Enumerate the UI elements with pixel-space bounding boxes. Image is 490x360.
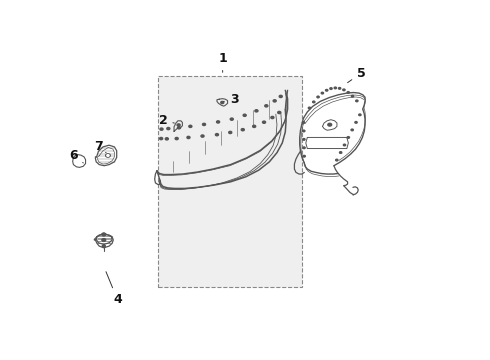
Circle shape	[165, 138, 169, 140]
Circle shape	[303, 156, 305, 157]
Circle shape	[303, 139, 305, 140]
Circle shape	[356, 100, 358, 102]
Text: 5: 5	[347, 67, 366, 83]
Circle shape	[220, 102, 224, 104]
Circle shape	[102, 233, 106, 236]
Circle shape	[229, 131, 232, 134]
Circle shape	[187, 136, 190, 139]
Circle shape	[328, 123, 332, 126]
Circle shape	[241, 129, 245, 131]
Circle shape	[263, 121, 266, 123]
Circle shape	[102, 239, 106, 242]
Circle shape	[216, 134, 219, 136]
Bar	[158, 76, 302, 287]
Circle shape	[265, 105, 268, 107]
Circle shape	[317, 96, 319, 98]
Circle shape	[255, 110, 258, 112]
Circle shape	[355, 122, 357, 123]
Circle shape	[308, 107, 311, 109]
Circle shape	[336, 159, 338, 161]
Circle shape	[351, 129, 353, 131]
Circle shape	[321, 92, 323, 94]
Circle shape	[102, 245, 105, 247]
Circle shape	[243, 114, 246, 116]
Circle shape	[177, 127, 180, 129]
Circle shape	[334, 87, 337, 89]
Circle shape	[160, 138, 163, 140]
Circle shape	[330, 88, 332, 89]
Circle shape	[175, 138, 178, 140]
Circle shape	[106, 154, 110, 157]
Text: 6: 6	[69, 149, 83, 163]
Circle shape	[271, 116, 274, 118]
Circle shape	[202, 123, 206, 126]
Circle shape	[302, 122, 305, 123]
Circle shape	[343, 144, 345, 146]
Circle shape	[303, 147, 305, 149]
Circle shape	[343, 89, 345, 91]
Circle shape	[278, 111, 281, 114]
Circle shape	[347, 136, 349, 138]
Text: 7: 7	[94, 140, 106, 153]
Circle shape	[351, 95, 354, 97]
Circle shape	[313, 101, 315, 103]
Circle shape	[359, 114, 361, 116]
Circle shape	[230, 118, 233, 120]
Circle shape	[273, 100, 276, 102]
Circle shape	[253, 125, 256, 127]
Circle shape	[347, 92, 349, 93]
Text: 3: 3	[224, 93, 238, 106]
Text: 4: 4	[106, 272, 122, 306]
Circle shape	[160, 128, 163, 130]
Text: 1: 1	[218, 52, 227, 72]
Circle shape	[279, 95, 282, 98]
Circle shape	[340, 152, 342, 153]
Circle shape	[189, 125, 192, 127]
Circle shape	[303, 130, 305, 132]
Text: 2: 2	[159, 114, 174, 127]
Circle shape	[201, 135, 204, 137]
Circle shape	[167, 127, 170, 130]
Circle shape	[325, 89, 328, 91]
Circle shape	[107, 155, 109, 156]
Circle shape	[177, 124, 180, 126]
Circle shape	[217, 121, 220, 123]
Circle shape	[339, 87, 341, 89]
